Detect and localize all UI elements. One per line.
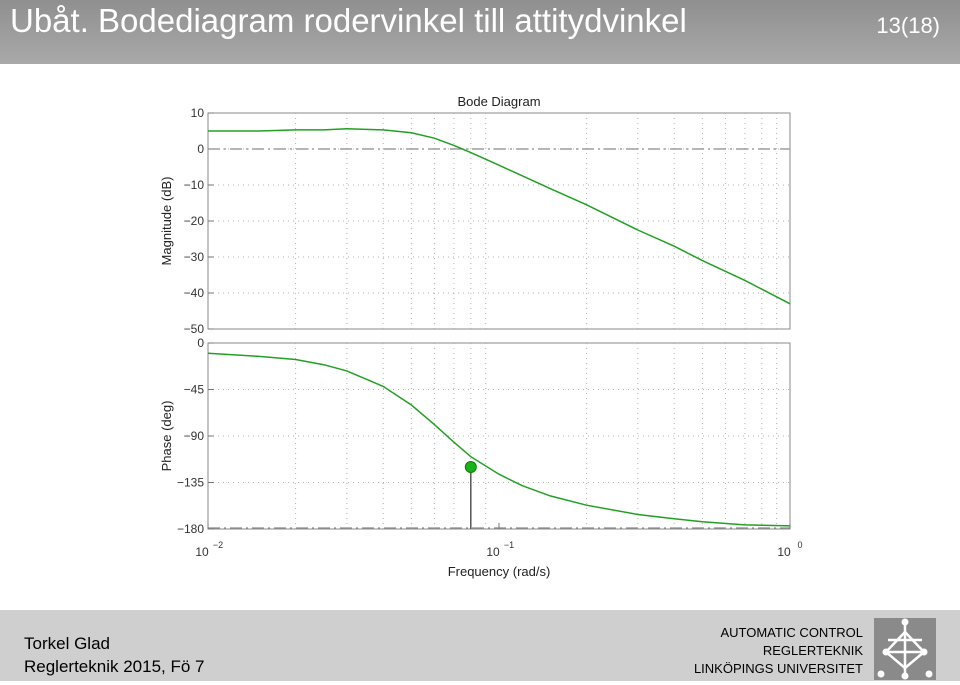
phase-ytick-label: −180	[177, 522, 204, 536]
xtick-base: 10	[486, 545, 500, 559]
footer-author: Torkel Glad	[24, 634, 110, 653]
magnitude-ytick-label: −20	[184, 214, 205, 228]
phase-ytick-label: −45	[184, 383, 205, 397]
xtick-exponent: 0	[797, 540, 802, 550]
xtick-exponent: −1	[504, 540, 514, 550]
magnitude-ytick-label: 0	[197, 142, 204, 156]
magnitude-ylabel: Magnitude (dB)	[159, 177, 174, 266]
org-line-3: LINKÖPINGS UNIVERSITET	[693, 661, 863, 676]
magnitude-ytick-label: 10	[191, 106, 205, 120]
footer-org: AUTOMATIC CONTROL REGLERTEKNIK LINKÖPING…	[694, 624, 863, 678]
liu-logo-icon	[874, 618, 936, 680]
org-line-1: AUTOMATIC CONTROL	[720, 625, 863, 640]
phase-ylabel: Phase (deg)	[159, 401, 174, 472]
phase-series-line	[207, 352, 791, 527]
magnitude-ytick-label: −30	[184, 250, 205, 264]
magnitude-ytick-label: −40	[184, 286, 205, 300]
slide-title: Ubåt. Bodediagram rodervinkel till attit…	[10, 2, 687, 39]
xtick-exponent: −2	[213, 540, 223, 550]
xtick-base: 10	[195, 545, 209, 559]
magnitude-series-line	[208, 128, 791, 305]
slide-header: Ubåt. Bodediagram rodervinkel till attit…	[0, 0, 960, 64]
footer-course: Reglerteknik 2015, Fö 7	[24, 657, 205, 676]
phase-marker	[464, 461, 477, 473]
phase-ytick-label: 0	[197, 336, 204, 350]
slide-footer: Torkel Glad Reglerteknik 2015, Fö 7 AUTO…	[0, 610, 960, 681]
magnitude-ytick-label: −10	[184, 178, 205, 192]
page-number: 13(18)	[876, 13, 940, 38]
xtick-base: 10	[777, 545, 791, 559]
magnitude-ytick-label: −50	[184, 322, 205, 336]
chart-title: Bode Diagram	[457, 94, 540, 109]
org-line-2: REGLERTEKNIK	[762, 643, 863, 658]
phase-ytick-label: −135	[177, 476, 204, 490]
chart-xlabel: Frequency (rad/s)	[448, 564, 551, 579]
phase-ytick-label: −90	[184, 429, 205, 443]
